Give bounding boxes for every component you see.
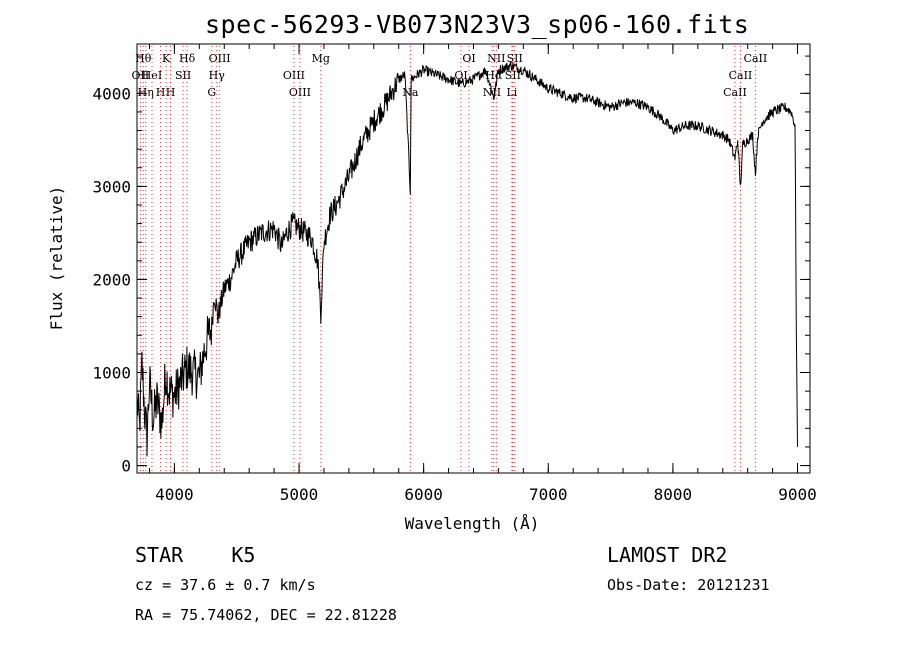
y-tick-label: 4000 bbox=[92, 84, 131, 103]
coordinates-info: RA = 75.74062, DEC = 22.81228 bbox=[135, 606, 397, 624]
x-tick-label: 4000 bbox=[155, 485, 194, 504]
line-label-hγ: Hγ bbox=[209, 69, 226, 82]
line-label-oiii: OIII bbox=[289, 86, 311, 99]
x-tick-label: 6000 bbox=[404, 485, 443, 504]
x-axis-label: Wavelength (Å) bbox=[405, 514, 540, 533]
y-tick-label: 0 bbox=[121, 457, 131, 476]
x-tick-label: 5000 bbox=[280, 485, 319, 504]
x-tick-label: 9000 bbox=[778, 485, 817, 504]
spectrum-series bbox=[136, 60, 798, 457]
line-label-li: Li bbox=[506, 86, 517, 99]
line-labels: OII Hθ Hη HeI H K H SII Hδ G Hγ OIII OIII OIII Mg Na OI O… bbox=[132, 52, 768, 99]
observation-date: Obs-Date: 20121231 bbox=[607, 576, 770, 594]
survey-name: LAMOST DR2 bbox=[607, 543, 728, 567]
line-label-hα: Hα bbox=[485, 69, 503, 82]
y-tick-label: 2000 bbox=[92, 270, 131, 289]
line-label-k: K bbox=[162, 52, 171, 65]
line-label-sii: SII bbox=[507, 52, 523, 65]
line-label-hθ: Hθ bbox=[135, 52, 152, 65]
line-label-na: Na bbox=[402, 86, 419, 99]
spectral-line-markers bbox=[139, 46, 756, 471]
line-label-caii: CaII bbox=[744, 52, 768, 65]
line-label-h: H bbox=[166, 86, 176, 99]
x-tick-label: 8000 bbox=[654, 485, 693, 504]
y-tick-label: 1000 bbox=[92, 363, 131, 382]
line-label-nii: NII bbox=[483, 86, 501, 99]
line-label-oi: OI bbox=[454, 69, 467, 82]
line-label-caii: CaII bbox=[723, 86, 747, 99]
x-tick-label: 7000 bbox=[529, 485, 568, 504]
line-label-hη: Hη bbox=[138, 86, 154, 99]
line-label-sii: SII bbox=[505, 69, 521, 82]
line-label-hδ: Hδ bbox=[179, 52, 196, 65]
line-label-sii: SII bbox=[175, 69, 191, 82]
line-label-oiii: OIII bbox=[283, 69, 305, 82]
line-label-mg: Mg bbox=[312, 52, 330, 65]
line-label-oii: OII bbox=[132, 69, 150, 82]
line-label-h: H bbox=[156, 86, 166, 99]
spectrum-line bbox=[136, 60, 798, 457]
y-tick-label: 3000 bbox=[92, 177, 131, 196]
line-label-g: G bbox=[207, 86, 216, 99]
line-label-oi: OI bbox=[462, 52, 475, 65]
chart-title: spec-56293-VB073N23V3_sp06-160.fits bbox=[205, 10, 750, 39]
line-label-hei: HeI bbox=[142, 69, 162, 82]
y-axis-label: Flux (relative) bbox=[47, 186, 66, 331]
line-label-oiii: OIII bbox=[209, 52, 231, 65]
line-label-caii: CaII bbox=[729, 69, 753, 82]
spectral-subclass: K5 bbox=[231, 543, 256, 567]
object-class: STAR K5 bbox=[135, 543, 255, 567]
axis-ticks: 4000 5000 6000 7000 8000 9000 0 1000 2000 3000 400… bbox=[92, 44, 817, 504]
line-label-nii: NII bbox=[487, 52, 505, 65]
redshift-info: cz = 37.6 ± 0.7 km/s bbox=[135, 576, 316, 594]
star-label: STAR bbox=[135, 543, 184, 567]
